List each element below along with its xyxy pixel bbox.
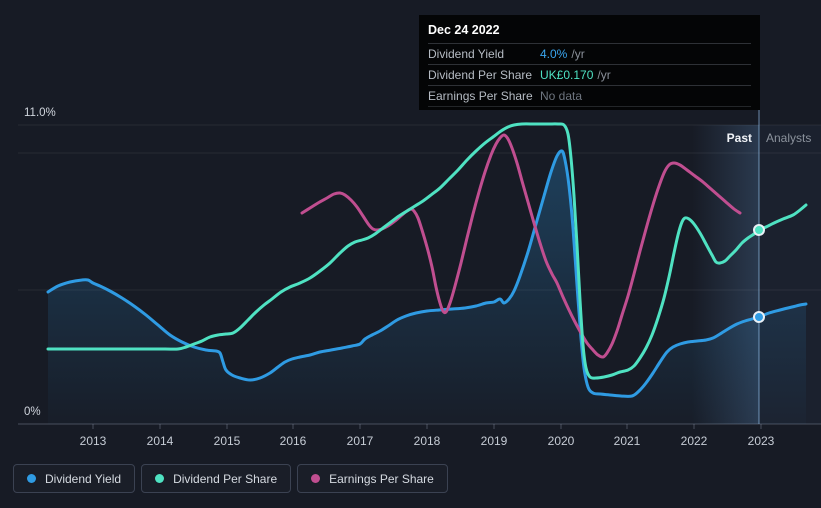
tooltip-bottom-divider	[428, 106, 751, 107]
y-axis-label-zero: 0%	[24, 406, 41, 418]
tooltip-rows: Dividend Yield 4.0%/yr Dividend Per Share U…	[428, 43, 751, 106]
tooltip-row-value: 4.0%	[540, 47, 568, 61]
hover-tooltip: Dec 24 2022 Dividend Yield 4.0%/yr Dividen…	[419, 15, 760, 110]
legend-label: Dividend Yield	[45, 471, 122, 486]
series-line-dividend_yield	[46, 149, 808, 398]
legend-dot-dividend_yield	[27, 474, 36, 483]
legend-label: Dividend Per Share	[173, 471, 278, 486]
tooltip-row-unit: /yr	[571, 47, 585, 61]
series-line-dividend_per_share	[46, 122, 808, 380]
analysts-region-label: Analysts	[766, 131, 812, 145]
legend-dot-earnings_per_share	[311, 474, 321, 483]
marker-dividend_yield	[753, 311, 765, 323]
legend-dot-dividend_per_share	[155, 474, 165, 483]
chart-legend: Dividend Yield Dividend Per Share Earnings…	[13, 464, 448, 493]
x-axis-label-2015: 2015	[213, 434, 241, 448]
tooltip-row-earnings_per_share: Earnings Per Share No data	[428, 85, 751, 106]
x-axis-label-2020: 2020	[547, 434, 575, 448]
marker-dividend_per_share	[753, 224, 765, 236]
tooltip-row-dividend_per_share: Dividend Per Share UK£0.170/yr	[428, 64, 751, 85]
series-area-dividend_yield	[48, 150, 806, 425]
tooltip-row-value: UK£0.170	[540, 68, 594, 82]
tooltip-row-label: Earnings Per Share	[428, 89, 533, 103]
x-axis-label-2013: 2013	[79, 434, 107, 448]
tooltip-row-value: No data	[540, 89, 583, 103]
tooltip-row-label: Dividend Per Share	[428, 68, 533, 82]
legend-label: Earnings Per Share	[329, 471, 434, 486]
tooltip-row-unit: /yr	[597, 68, 611, 82]
tooltip-row-label: Dividend Yield	[428, 47, 505, 61]
legend-item-dividend_yield[interactable]: Dividend Yield	[13, 464, 136, 493]
x-axis-label-2014: 2014	[146, 434, 174, 448]
legend-item-earnings_per_share[interactable]: Earnings Per Share	[297, 464, 448, 493]
x-axis-label-2019: 2019	[480, 434, 508, 448]
x-axis-label-2017: 2017	[346, 434, 374, 448]
x-axis-label-2016: 2016	[279, 434, 307, 448]
tooltip-row-dividend_yield: Dividend Yield 4.0%/yr	[428, 43, 751, 64]
x-axis-label-2018: 2018	[413, 434, 441, 448]
past-region-label: Past	[726, 131, 752, 145]
x-axis-label-2022: 2022	[680, 434, 708, 448]
x-axis-label-2023: 2023	[747, 434, 775, 448]
x-axis-labels: 2013 2014 2015 2016 2017 2018 2019 2020 2021 2022…	[0, 434, 821, 450]
x-axis-label-2021: 2021	[613, 434, 641, 448]
tooltip-date: Dec 24 2022	[428, 23, 500, 37]
y-axis-label-max: 11.0%	[24, 107, 56, 119]
legend-item-dividend_per_share[interactable]: Dividend Per Share	[141, 464, 292, 493]
